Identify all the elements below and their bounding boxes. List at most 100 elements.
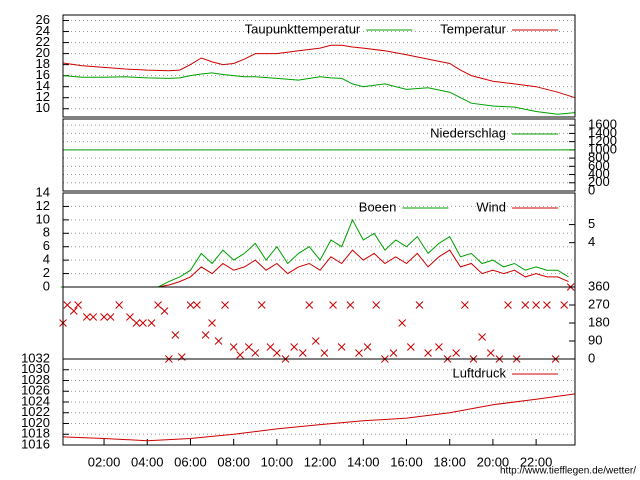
- x-tick-label: 22:00: [520, 454, 553, 469]
- y-tick-label: 1018: [21, 426, 50, 441]
- direction-marker: [214, 337, 223, 345]
- direction-marker: [311, 337, 320, 345]
- legend-label: Wind: [476, 199, 506, 214]
- direction-marker: [452, 349, 461, 357]
- direction-marker: [398, 319, 407, 327]
- series-line: [62, 72, 576, 115]
- y2-tick-label: 1400: [588, 125, 617, 140]
- direction-marker: [186, 301, 195, 309]
- y-tick-label: 12: [36, 198, 50, 213]
- x-tick-label: 20:00: [477, 454, 510, 469]
- direction-marker: [424, 349, 432, 357]
- x-tick-label: 04:00: [131, 454, 164, 469]
- direction-marker: [329, 301, 337, 309]
- y2-tick-label: 600: [588, 158, 610, 173]
- legend-label: Taupunkttemperatur: [245, 21, 361, 36]
- series-line: [62, 44, 576, 99]
- y-tick-label: 2: [43, 265, 50, 280]
- direction-marker: [208, 319, 216, 327]
- y-tick-label: 14: [36, 184, 50, 199]
- y2-tick-label: 1000: [588, 141, 617, 156]
- direction-marker: [89, 313, 98, 321]
- direction-marker: [320, 349, 329, 357]
- panel-frame: [62, 358, 576, 446]
- y-tick-label: 1030: [21, 361, 50, 376]
- direction-marker: [82, 313, 91, 321]
- series-line: [62, 393, 576, 442]
- direction-marker: [486, 349, 495, 357]
- y-tick-label: 8: [43, 225, 50, 240]
- y-tick-label: 1024: [21, 393, 50, 408]
- direction-marker: [346, 301, 355, 309]
- x-tick-label: 02:00: [88, 454, 121, 469]
- direction-marker: [389, 349, 398, 357]
- direction-marker: [560, 301, 569, 309]
- panel-frame: [62, 118, 576, 192]
- direction-marker: [221, 301, 229, 309]
- y-tick-label: 1026: [21, 383, 50, 398]
- y-tick-label: 1016: [21, 436, 50, 451]
- direction-marker: [504, 301, 512, 309]
- direction-marker: [229, 343, 238, 351]
- x-tick-label: 06:00: [174, 454, 207, 469]
- y2-tick-label: 180: [588, 314, 610, 329]
- x-tick-label: 16:00: [390, 454, 423, 469]
- legend-label: Boeen: [359, 199, 397, 214]
- series-line: [60, 249, 569, 288]
- y-tick-label: 12: [36, 89, 50, 104]
- direction-marker: [257, 301, 266, 309]
- y2-tick-label: 0: [588, 182, 595, 197]
- direction-marker: [244, 343, 253, 351]
- direction-marker: [415, 301, 424, 309]
- y-tick-label: 6: [43, 238, 50, 253]
- legend-label: Niederschlag: [430, 125, 506, 140]
- direction-marker: [106, 313, 115, 321]
- y-tick-label: 14: [36, 78, 50, 93]
- direction-marker: [460, 301, 469, 309]
- y-tick-label: 0: [43, 278, 50, 293]
- direction-marker: [363, 343, 372, 351]
- y-tick-label: 16: [36, 67, 50, 82]
- y2-tick-label: 4: [588, 234, 595, 249]
- direction-marker: [160, 307, 169, 315]
- direction-marker: [115, 301, 124, 309]
- direction-marker: [435, 343, 443, 351]
- y-tick-label: 20: [36, 45, 50, 60]
- direction-marker: [290, 343, 299, 351]
- x-tick-label: 14:00: [347, 454, 380, 469]
- x-tick-label: 18:00: [433, 454, 466, 469]
- y-tick-label: 24: [36, 23, 50, 38]
- x-tick-label: 08:00: [217, 454, 250, 469]
- y2-tick-label: 0: [588, 350, 595, 365]
- direction-marker: [273, 349, 281, 357]
- direction-marker: [236, 351, 245, 359]
- direction-marker: [372, 301, 381, 309]
- panel-frame: [62, 286, 576, 360]
- direction-marker: [266, 343, 275, 351]
- y-tick-label: 22: [36, 34, 50, 49]
- direction-marker: [154, 301, 162, 309]
- y-tick-label: 4: [43, 252, 50, 267]
- legend-label: Temperatur: [440, 21, 506, 36]
- y2-tick-label: 90: [588, 332, 602, 347]
- direction-marker: [305, 301, 314, 309]
- x-tick-label: 12:00: [304, 454, 337, 469]
- direction-marker: [126, 313, 134, 321]
- direction-marker: [478, 333, 486, 341]
- direction-marker: [63, 301, 72, 309]
- direction-marker: [532, 301, 540, 309]
- direction-marker: [147, 319, 156, 327]
- direction-marker: [74, 301, 82, 309]
- y-tick-label: 10: [36, 100, 50, 115]
- direction-marker: [355, 349, 363, 357]
- y2-tick-label: 270: [588, 296, 610, 311]
- y2-tick-label: 360: [588, 278, 610, 293]
- direction-marker: [171, 331, 180, 339]
- footer-url: http://www.tiefflegen.de/wetter/: [500, 466, 636, 477]
- y-tick-label: 1022: [21, 404, 50, 419]
- y2-tick-label: 400: [588, 166, 610, 181]
- series-line: [60, 218, 569, 288]
- direction-marker: [251, 349, 260, 357]
- direction-marker: [139, 319, 147, 327]
